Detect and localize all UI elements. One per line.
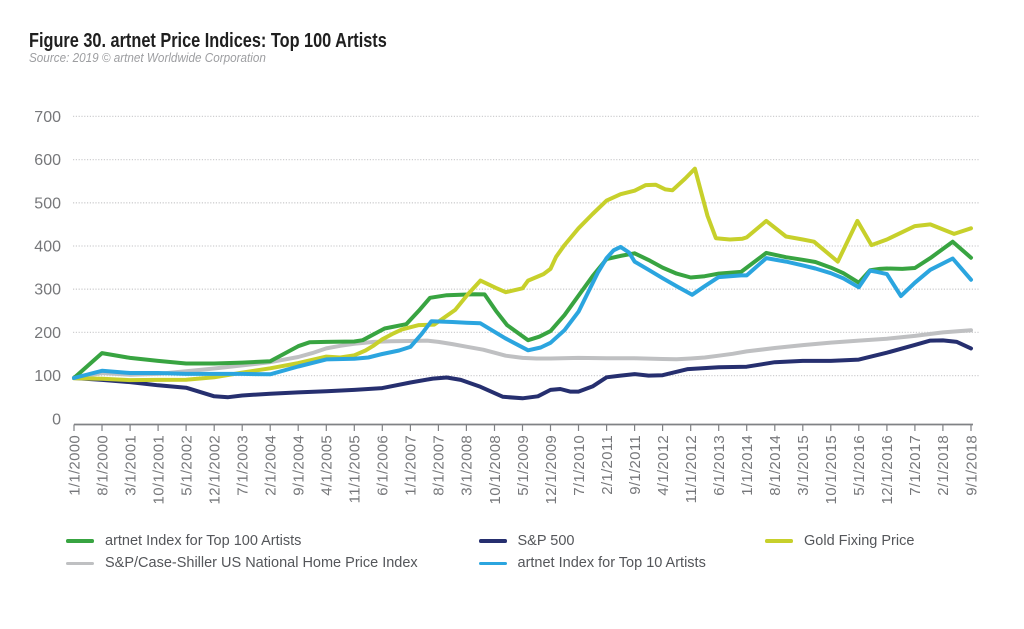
svg-text:6/1/2013: 6/1/2013 — [711, 435, 728, 496]
svg-text:500: 500 — [34, 195, 61, 212]
svg-text:8/1/2007: 8/1/2007 — [431, 435, 448, 496]
svg-text:400: 400 — [34, 239, 61, 256]
svg-text:100: 100 — [34, 368, 61, 385]
svg-text:10/1/2001: 10/1/2001 — [150, 435, 167, 504]
svg-text:5/1/2002: 5/1/2002 — [178, 435, 195, 496]
svg-text:12/1/2016: 12/1/2016 — [879, 435, 896, 504]
svg-text:10/1/2008: 10/1/2008 — [487, 435, 504, 504]
svg-text:9/1/2004: 9/1/2004 — [291, 435, 308, 496]
svg-text:7/1/2017: 7/1/2017 — [907, 435, 924, 496]
svg-text:0: 0 — [52, 411, 61, 428]
svg-text:9/1/2018: 9/1/2018 — [963, 435, 980, 496]
svg-text:5/1/2016: 5/1/2016 — [851, 435, 868, 496]
svg-text:3/1/2008: 3/1/2008 — [459, 435, 476, 496]
svg-text:7/1/2010: 7/1/2010 — [571, 435, 588, 496]
svg-text:10/1/2015: 10/1/2015 — [823, 435, 840, 504]
svg-text:11/1/2012: 11/1/2012 — [683, 435, 700, 503]
svg-text:700: 700 — [34, 109, 61, 126]
svg-text:300: 300 — [34, 282, 61, 299]
svg-text:12/1/2009: 12/1/2009 — [543, 435, 560, 504]
svg-text:5/1/2009: 5/1/2009 — [515, 435, 532, 496]
svg-text:2/1/2018: 2/1/2018 — [935, 435, 952, 496]
svg-text:600: 600 — [34, 152, 61, 169]
svg-text:4/1/2012: 4/1/2012 — [655, 435, 672, 496]
svg-text:9/1/2011: 9/1/2011 — [627, 435, 644, 495]
svg-text:6/1/2006: 6/1/2006 — [375, 435, 392, 496]
svg-text:8/1/2014: 8/1/2014 — [767, 435, 784, 496]
svg-text:2/1/2004: 2/1/2004 — [263, 435, 280, 496]
svg-text:7/1/2003: 7/1/2003 — [235, 435, 252, 496]
svg-text:1/1/2014: 1/1/2014 — [739, 435, 756, 496]
svg-text:3/1/2015: 3/1/2015 — [795, 435, 812, 496]
svg-text:2/1/2011: 2/1/2011 — [599, 435, 616, 495]
svg-text:200: 200 — [34, 325, 61, 342]
svg-text:12/1/2002: 12/1/2002 — [207, 435, 224, 504]
svg-text:11/1/2005: 11/1/2005 — [347, 435, 364, 503]
svg-text:4/1/2005: 4/1/2005 — [319, 435, 336, 496]
svg-text:1/1/2007: 1/1/2007 — [403, 435, 420, 496]
svg-text:8/1/2000: 8/1/2000 — [94, 435, 111, 496]
svg-text:1/1/2000: 1/1/2000 — [66, 435, 83, 496]
svg-text:3/1/2001: 3/1/2001 — [122, 435, 139, 496]
